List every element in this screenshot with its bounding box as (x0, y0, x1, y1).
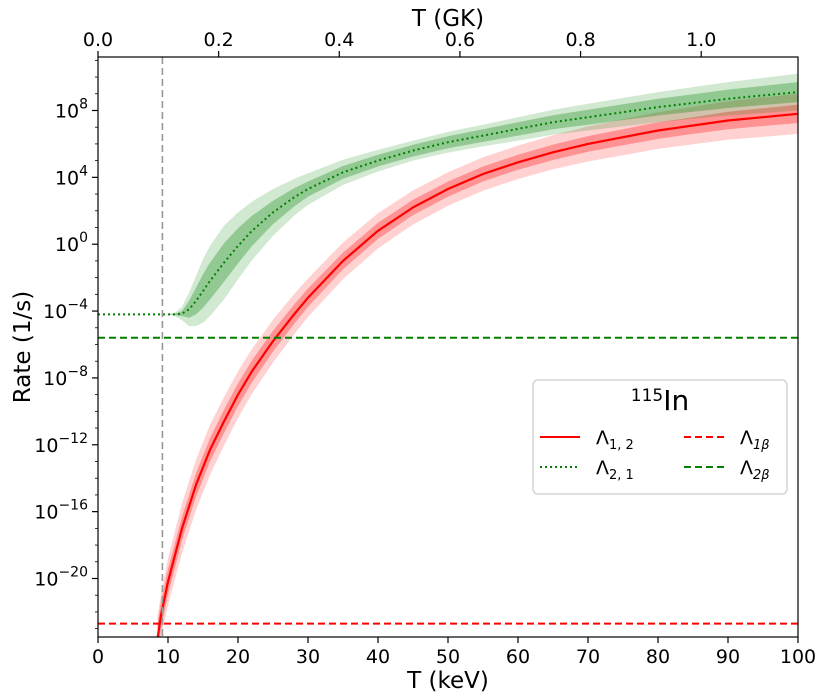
axes: 0 10 20 30 40 50 60 70 80 90 100 10−20 10−16 10−12 10−… (10, 6, 816, 694)
y-tick-label: 10−4 (43, 297, 88, 323)
legend-label-L2b: Λ2β (740, 457, 770, 483)
top-axis-label: T (GK) (411, 6, 484, 32)
legend-label-L21: Λ2, 1 (596, 457, 634, 483)
x-tick-label: 100 (780, 646, 816, 668)
legend: 115In Λ1, 2 Λ2, 1 Λ1β Λ2β (532, 379, 788, 495)
y-tick-label: 10−20 (34, 564, 88, 590)
band-outer-L21 (98, 73, 798, 327)
x-tick-label: 10 (156, 646, 180, 668)
x-axis-label: T (keV) (406, 668, 489, 694)
x-tick-label: 90 (716, 646, 740, 668)
x-tick-label: 60 (506, 646, 530, 668)
legend-label-L12: Λ1, 2 (596, 427, 634, 453)
x-tick-label: 40 (366, 646, 390, 668)
top-tick-label: 0.4 (324, 29, 354, 51)
y-tick-label: 10−8 (43, 364, 88, 390)
y-tick-label: 10−12 (34, 431, 88, 457)
x-tick-label: 70 (576, 646, 600, 668)
x-tick-label: 80 (646, 646, 670, 668)
y-tick-label: 108 (55, 96, 88, 122)
series-line-L12 (156, 112, 798, 637)
x-tick-label: 20 (226, 646, 250, 668)
uncertainty-bands (98, 73, 798, 637)
top-tick-label: 0.6 (445, 29, 475, 51)
band-inner-L21 (98, 82, 798, 318)
legend-label-L1b: Λ1β (740, 427, 770, 453)
y-tick-label: 10−16 (34, 498, 88, 524)
x-tick-label: 0 (92, 646, 104, 668)
legend-box (532, 379, 788, 495)
y-tick-label: 104 (55, 163, 88, 189)
series-lines (98, 91, 798, 637)
top-tick-label: 1.0 (686, 29, 716, 51)
x-tick-label: 50 (436, 646, 460, 668)
legend-title: 115In (631, 384, 689, 417)
x-tick-label: 30 (296, 646, 320, 668)
top-tick-label: 0.0 (83, 29, 113, 51)
y-axis-label: Rate (1/s) (10, 291, 36, 403)
top-tick-label: 0.2 (204, 29, 234, 51)
top-tick-label: 0.8 (565, 29, 595, 51)
y-tick-label: 100 (55, 230, 88, 256)
